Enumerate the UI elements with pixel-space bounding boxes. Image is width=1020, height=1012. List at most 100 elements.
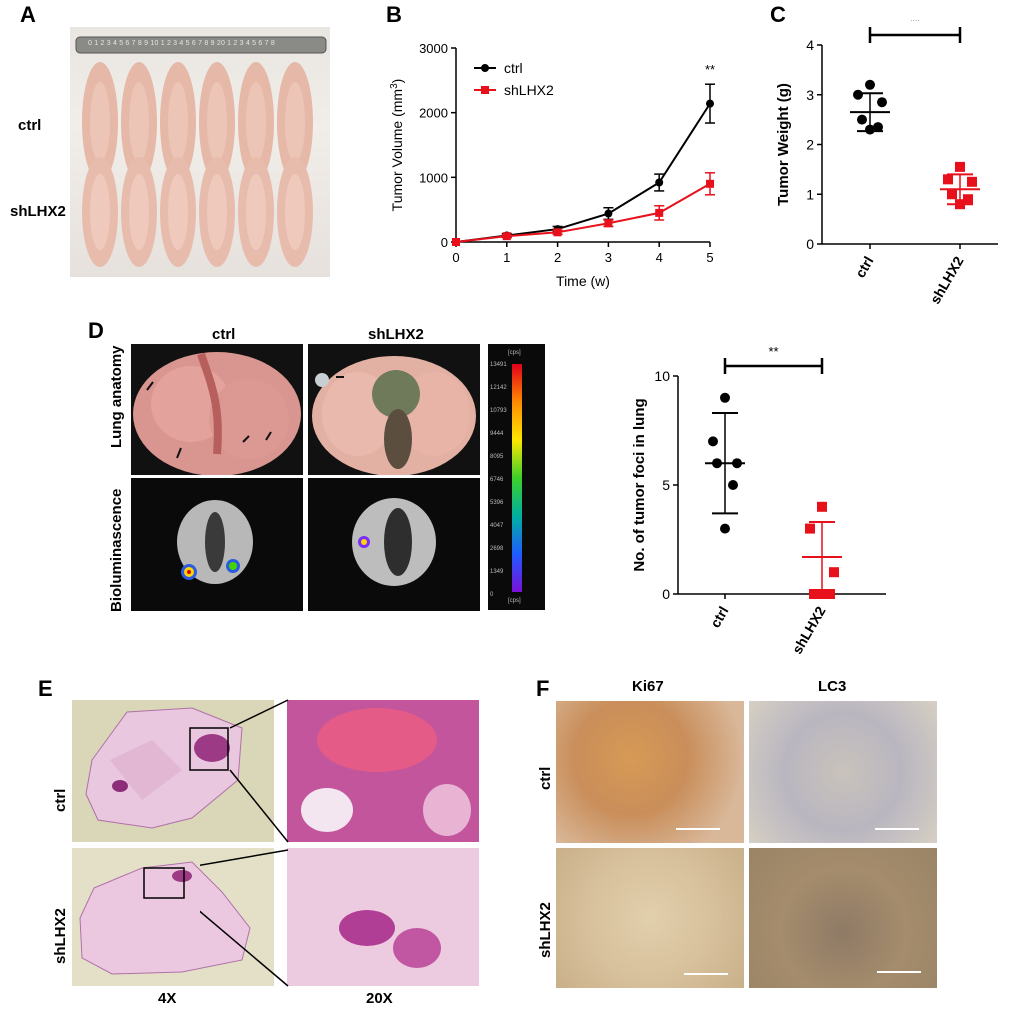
y-tick-label: 3000: [419, 41, 448, 56]
row-label-e-ctrl: ctrl: [52, 788, 69, 812]
legend-label-shLHX2: shLHX2: [504, 82, 554, 98]
tumor-weight-chart: 0 1 2 3 4 Tumor Weight (g) ctrl shLHX2 **: [775, 20, 998, 307]
col-label-20x: 20X: [366, 990, 393, 1007]
ihc-ki67-ctrl: [556, 701, 744, 843]
scale-bar: [875, 828, 919, 830]
y-tick-label: 2: [806, 137, 814, 153]
x-tick-label: ctrl: [707, 604, 732, 631]
y-axis-label: Tumor Volume (mm3): [389, 79, 406, 212]
x-tick-label: 0: [452, 250, 459, 265]
row-label-ctrl: ctrl: [18, 117, 42, 134]
panel-label-a: A: [20, 2, 36, 27]
col-label-shlhx2: shLHX2: [368, 326, 424, 343]
data-point-ctrl: [857, 114, 867, 125]
data-point-shLHX2: [809, 589, 819, 599]
lung-anatomy-shlhx2: [308, 344, 480, 475]
panel-label-d: D: [88, 318, 104, 343]
colorbar-gradient: [512, 364, 522, 592]
data-point-shLHX2: [655, 208, 664, 217]
col-label-ctrl: ctrl: [212, 326, 236, 343]
zoom-lines: [200, 699, 289, 987]
colorbar-tick: 13491: [490, 362, 507, 368]
bioluminescence-ctrl: [131, 478, 303, 611]
x-tick-label: shLHX2: [789, 603, 829, 656]
panel-label-c: C: [770, 2, 786, 27]
colorbar-tick: 10793: [490, 408, 507, 414]
mouse-belly: [285, 174, 305, 250]
mouse-belly: [207, 82, 227, 162]
legend-marker-shLHX2: [481, 86, 489, 94]
significance-mark: **: [768, 344, 778, 359]
data-point-ctrl: [873, 122, 883, 133]
tumor-volume-chart: 0 1000 2000 3000 0 1 2 3 4 5 Time (w) Tumor Volume …: [389, 41, 716, 289]
mouse-belly: [129, 82, 149, 162]
x-tick-label: ctrl: [852, 254, 877, 281]
x-tick-label: 5: [706, 250, 713, 265]
histology-shlhx2-20x: [287, 848, 479, 986]
x-tick-label: 1: [503, 250, 510, 265]
histology-shlhx2-4x: [72, 848, 274, 986]
colorbar-tick: 8095: [490, 454, 504, 460]
colorbar-tick: 4047: [490, 523, 504, 529]
panel-label-f: F: [536, 676, 550, 701]
data-point-ctrl: [853, 89, 863, 100]
x-tick-label: 3: [605, 250, 612, 265]
col-label-4x: 4X: [158, 990, 177, 1007]
data-point-shLHX2: [553, 228, 562, 237]
colorbar-tick: 6746: [490, 477, 504, 483]
mice-illustration: [75, 36, 327, 267]
mouse-belly: [246, 174, 266, 250]
col-label-ki67: Ki67: [632, 678, 664, 695]
tumor-foci-chart: 0 5 10 No. of tumor foci in lung ctrl shLHX2 *…: [631, 344, 886, 657]
row-label-bioluminascence: Bioluminascence: [108, 488, 125, 612]
y-tick-label: 5: [662, 477, 670, 493]
mouse-belly: [285, 82, 305, 162]
x-tick-label: 2: [554, 250, 561, 265]
ihc-lc3-ctrl: [749, 701, 937, 843]
histology-ctrl-4x: [72, 700, 274, 842]
y-tick-label: 0: [662, 586, 670, 602]
row-label-f-shlhx2: shLHX2: [537, 902, 554, 958]
data-point-shLHX2: [817, 501, 827, 512]
mouse-belly: [168, 174, 188, 250]
colorbar-tick: 0: [490, 592, 494, 598]
data-point-ctrl: [706, 99, 714, 108]
mice-photo: 0 1 2 3 4 5 6 7 8 9 10 1 2 3 4 5 6 7 8 9…: [70, 27, 330, 277]
mouse-belly: [90, 82, 110, 162]
mouse-belly: [168, 82, 188, 162]
y-tick-label: 0: [806, 236, 814, 252]
ruler-scale: 0 1 2 3 4 5 6 7 8 9 10 1 2 3 4 5 6 7 8 9…: [88, 40, 275, 47]
data-point-ctrl: [712, 458, 722, 469]
data-point-shLHX2: [817, 589, 827, 599]
legend-label-ctrl: ctrl: [504, 60, 523, 76]
data-point-shLHX2: [955, 199, 965, 210]
data-point-ctrl: [655, 178, 664, 187]
col-label-lc3: LC3: [818, 678, 847, 695]
colorbar-tick: 5396: [490, 500, 504, 506]
row-label-e-shlhx2: shLHX2: [52, 908, 69, 964]
significance-mark: **: [705, 62, 715, 77]
data-point-ctrl: [877, 97, 887, 108]
y-axis-label: No. of tumor foci in lung: [631, 398, 648, 571]
mouse-belly: [246, 82, 266, 162]
colorbar-tick: 1349: [490, 569, 504, 575]
data-point-ctrl: [604, 209, 613, 218]
data-point-ctrl: [728, 480, 738, 490]
ihc-lc3-shlhx2: [749, 848, 937, 988]
x-tick-label: 4: [656, 250, 663, 265]
data-point-shLHX2: [452, 238, 460, 246]
y-tick-label: 2000: [419, 106, 448, 121]
y-axis-label: Tumor Weight (g): [775, 83, 792, 206]
data-point-ctrl: [720, 392, 730, 403]
colorbar-tick: 9444: [490, 431, 504, 437]
x-tick-label: shLHX2: [927, 253, 967, 306]
scale-bar: [676, 828, 720, 830]
data-point-shLHX2: [963, 194, 973, 205]
row-label-lung-anatomy: Lung anatomy: [108, 345, 125, 448]
data-point-ctrl: [720, 523, 730, 534]
data-point-ctrl: [865, 79, 875, 90]
mouse-belly: [207, 174, 227, 250]
data-point-shLHX2: [943, 174, 953, 185]
lung-anatomy-ctrl: [131, 344, 303, 475]
data-point-ctrl: [732, 458, 742, 469]
